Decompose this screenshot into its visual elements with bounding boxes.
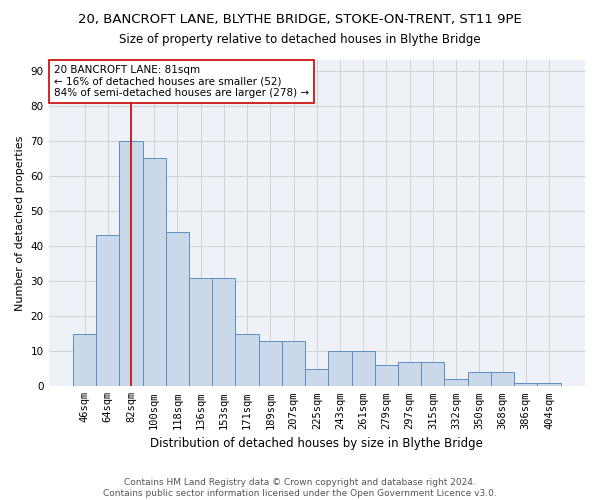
Bar — [259, 340, 282, 386]
Bar — [445, 380, 468, 386]
Bar — [73, 334, 96, 386]
Bar — [305, 369, 328, 386]
Bar — [491, 372, 514, 386]
Bar — [328, 351, 352, 386]
Bar — [375, 366, 398, 386]
Bar — [282, 340, 305, 386]
Bar — [119, 140, 143, 386]
Y-axis label: Number of detached properties: Number of detached properties — [15, 136, 25, 311]
Bar — [352, 351, 375, 386]
Bar — [235, 334, 259, 386]
Bar — [189, 278, 212, 386]
Text: Contains HM Land Registry data © Crown copyright and database right 2024.
Contai: Contains HM Land Registry data © Crown c… — [103, 478, 497, 498]
Bar — [143, 158, 166, 386]
Bar — [398, 362, 421, 386]
Bar — [166, 232, 189, 386]
Bar — [421, 362, 445, 386]
Text: 20, BANCROFT LANE, BLYTHE BRIDGE, STOKE-ON-TRENT, ST11 9PE: 20, BANCROFT LANE, BLYTHE BRIDGE, STOKE-… — [78, 12, 522, 26]
Bar — [212, 278, 235, 386]
X-axis label: Distribution of detached houses by size in Blythe Bridge: Distribution of detached houses by size … — [151, 437, 483, 450]
Text: Size of property relative to detached houses in Blythe Bridge: Size of property relative to detached ho… — [119, 32, 481, 46]
Bar — [96, 236, 119, 386]
Bar — [468, 372, 491, 386]
Text: 20 BANCROFT LANE: 81sqm
← 16% of detached houses are smaller (52)
84% of semi-de: 20 BANCROFT LANE: 81sqm ← 16% of detache… — [54, 65, 309, 98]
Bar — [514, 383, 538, 386]
Bar — [538, 383, 560, 386]
